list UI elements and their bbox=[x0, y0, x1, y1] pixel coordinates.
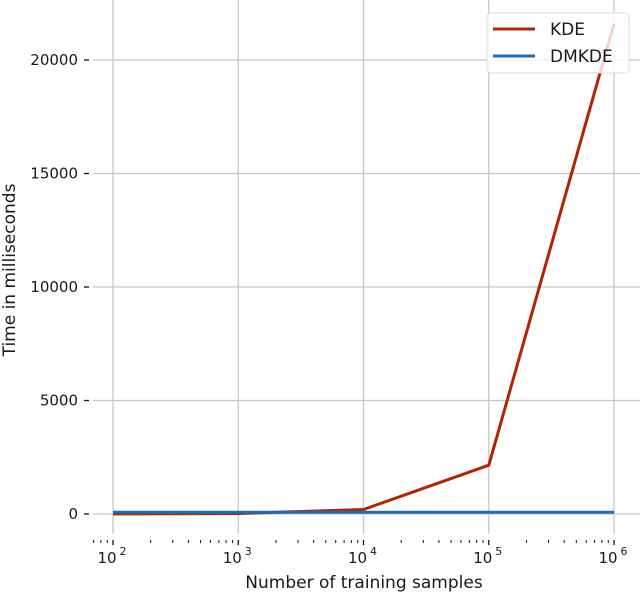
x-tick-exponent: 4 bbox=[370, 545, 377, 558]
y-tick-label: 5000 bbox=[40, 392, 78, 410]
y-tick-label: 20000 bbox=[30, 51, 78, 69]
x-axis: 10 2 10 3 10 4 10 5 10 6 bbox=[93, 540, 628, 567]
x-tick-label: 10 bbox=[598, 549, 617, 567]
plot-lines bbox=[112, 23, 616, 516]
x-tick-exponent: 5 bbox=[495, 545, 502, 558]
y-axis-label: Time in milliseconds bbox=[0, 183, 20, 357]
y-tick-label: 10000 bbox=[30, 278, 78, 296]
x-axis-label: Number of training samples bbox=[245, 573, 483, 593]
grid-lines bbox=[93, 0, 640, 534]
y-tick-label: 0 bbox=[68, 505, 78, 523]
y-axis: 0 5000 10000 15000 20000 bbox=[30, 51, 89, 523]
x-tick-label: 10 bbox=[348, 549, 367, 567]
x-tick-label: 10 bbox=[223, 549, 242, 567]
legend-label-kde: KDE bbox=[550, 20, 585, 40]
x-tick-label: 10 bbox=[97, 549, 116, 567]
y-tick-label: 15000 bbox=[30, 165, 78, 183]
x-tick-exponent: 6 bbox=[621, 545, 628, 558]
x-tick-label: 10 bbox=[473, 549, 492, 567]
x-tick-exponent: 2 bbox=[120, 545, 127, 558]
legend-label-dmkde: DMKDE bbox=[550, 47, 613, 67]
legend: KDE DMKDE bbox=[486, 12, 630, 74]
x-tick-exponent: 3 bbox=[245, 545, 252, 558]
